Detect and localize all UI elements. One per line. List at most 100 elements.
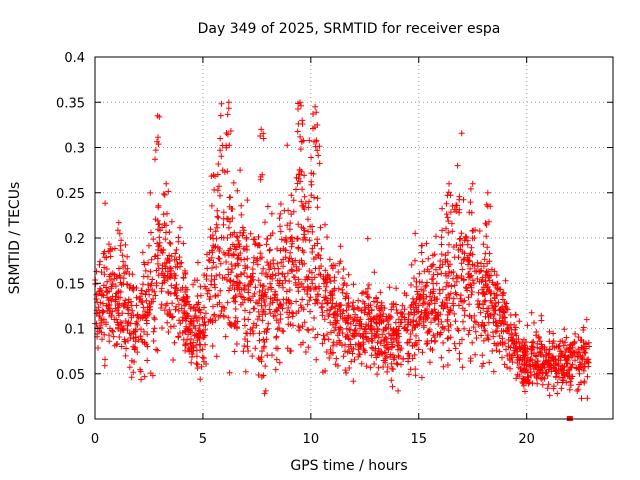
data-point bbox=[203, 361, 209, 367]
data-point bbox=[312, 334, 319, 341]
data-point bbox=[446, 180, 452, 187]
data-point bbox=[445, 229, 452, 236]
data-point bbox=[365, 309, 372, 316]
data-point bbox=[481, 298, 488, 305]
data-point bbox=[440, 339, 447, 346]
data-point bbox=[209, 343, 216, 349]
data-point bbox=[256, 330, 263, 337]
data-point bbox=[425, 255, 432, 262]
data-point bbox=[392, 319, 399, 326]
data-point bbox=[447, 334, 454, 341]
data-point bbox=[378, 350, 385, 357]
data-point bbox=[546, 338, 553, 345]
data-point bbox=[470, 324, 477, 331]
data-point bbox=[147, 282, 154, 289]
data-point bbox=[197, 341, 204, 348]
data-point bbox=[479, 363, 485, 370]
data-point bbox=[428, 337, 435, 344]
data-point bbox=[246, 309, 253, 316]
data-point bbox=[467, 185, 474, 192]
data-point bbox=[412, 372, 419, 379]
data-point bbox=[262, 219, 268, 226]
data-point bbox=[522, 351, 529, 357]
data-point bbox=[431, 306, 438, 313]
data-point bbox=[211, 281, 218, 288]
data-point bbox=[310, 326, 316, 333]
data-point bbox=[451, 310, 458, 317]
data-point bbox=[439, 303, 446, 310]
data-point bbox=[177, 330, 183, 336]
data-point bbox=[140, 304, 147, 311]
data-point bbox=[288, 267, 295, 274]
data-point bbox=[146, 242, 152, 249]
data-point bbox=[437, 329, 444, 336]
data-point bbox=[297, 302, 304, 309]
data-point bbox=[505, 343, 512, 350]
data-point bbox=[457, 235, 464, 242]
data-point bbox=[287, 249, 294, 256]
data-point bbox=[304, 283, 311, 290]
data-point bbox=[197, 328, 204, 335]
data-point bbox=[582, 363, 588, 370]
data-point bbox=[253, 322, 260, 329]
data-point bbox=[389, 343, 396, 350]
data-point bbox=[279, 280, 286, 287]
data-point bbox=[364, 285, 371, 292]
data-point bbox=[322, 287, 329, 294]
data-point bbox=[252, 345, 259, 352]
data-point bbox=[238, 211, 245, 218]
data-point bbox=[443, 272, 450, 279]
data-point bbox=[319, 369, 326, 376]
data-point bbox=[561, 370, 568, 377]
data-point bbox=[212, 173, 218, 180]
data-point bbox=[401, 306, 408, 313]
data-point bbox=[524, 322, 531, 329]
data-point bbox=[264, 325, 271, 332]
data-point bbox=[405, 321, 412, 328]
data-point bbox=[366, 281, 372, 288]
data-point bbox=[456, 350, 463, 357]
data-point bbox=[288, 243, 295, 250]
data-point bbox=[147, 189, 154, 196]
data-point bbox=[182, 341, 189, 348]
data-point bbox=[461, 250, 468, 257]
data-point bbox=[437, 311, 444, 318]
data-point bbox=[193, 314, 200, 321]
data-point bbox=[437, 258, 444, 264]
data-point bbox=[222, 333, 229, 340]
data-point bbox=[201, 319, 208, 326]
data-point bbox=[276, 280, 283, 287]
data-point bbox=[120, 327, 127, 334]
data-point bbox=[559, 377, 566, 383]
data-point bbox=[520, 361, 527, 367]
data-point bbox=[460, 318, 466, 325]
data-point bbox=[362, 330, 369, 337]
data-point bbox=[214, 207, 221, 214]
data-point bbox=[407, 366, 414, 373]
data-point bbox=[126, 364, 133, 371]
data-point bbox=[538, 345, 545, 352]
data-point bbox=[415, 346, 422, 353]
data-point bbox=[580, 324, 587, 331]
data-point bbox=[360, 289, 367, 296]
data-point bbox=[515, 364, 522, 371]
data-point bbox=[450, 275, 457, 282]
data-point bbox=[420, 315, 427, 322]
data-point bbox=[554, 370, 560, 377]
data-point bbox=[454, 326, 461, 332]
data-point bbox=[156, 113, 163, 120]
data-point bbox=[237, 301, 244, 308]
data-point bbox=[570, 349, 577, 356]
data-point bbox=[418, 374, 425, 381]
data-point bbox=[370, 345, 377, 352]
data-point bbox=[455, 247, 462, 253]
data-point bbox=[154, 347, 161, 354]
data-point bbox=[165, 329, 172, 335]
data-point bbox=[447, 306, 454, 313]
data-point bbox=[493, 322, 500, 329]
data-point bbox=[522, 388, 528, 395]
data-point bbox=[350, 333, 357, 340]
data-point bbox=[166, 306, 173, 313]
data-point bbox=[490, 315, 497, 322]
data-point bbox=[297, 146, 304, 153]
